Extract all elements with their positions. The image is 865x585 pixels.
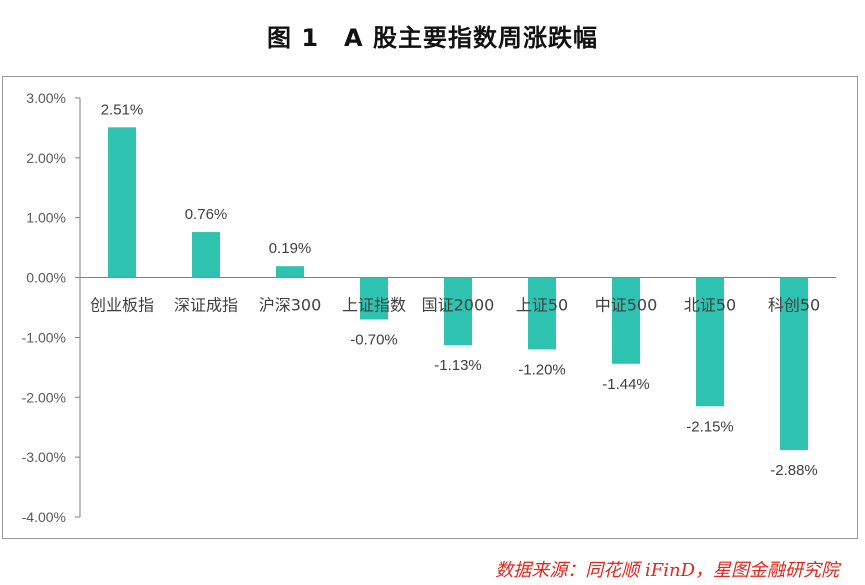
value-labels: 2.51% 0.76% 0.19% -0.70% -1.13% -1.20% -1.44% -…: [101, 101, 818, 479]
bar: [444, 277, 472, 346]
category-label: 上证指数: [342, 296, 406, 315]
bar: [528, 277, 556, 350]
bar: [612, 277, 640, 364]
y-tick-label: -3.00%: [22, 449, 66, 465]
bar: [276, 266, 304, 278]
data-label: -1.20%: [518, 361, 566, 378]
category-label: 创业板指: [90, 296, 154, 315]
data-label: -0.70%: [350, 331, 398, 348]
source-note: 数据来源：同花顺 iFinD，星图金融研究院: [495, 560, 839, 581]
bar: [696, 277, 724, 407]
category-label: 中证500: [595, 296, 658, 315]
category-label: 沪深300: [259, 296, 322, 315]
y-axis-ticks: 3.00% 2.00% 1.00% 0.00% -1.00% -2.00% -3.00% -4…: [22, 90, 80, 525]
y-tick-label: 1.00%: [26, 210, 66, 226]
data-label: -1.44%: [602, 376, 650, 393]
y-tick-label: -4.00%: [22, 509, 66, 525]
data-label: -2.88%: [770, 462, 818, 479]
y-tick-label: 3.00%: [26, 90, 66, 106]
y-tick-label: -2.00%: [22, 389, 66, 405]
data-label: 0.19%: [269, 240, 312, 257]
category-label: 科创50: [768, 296, 820, 315]
category-label: 上证50: [516, 296, 568, 315]
category-label: 国证2000: [422, 296, 495, 315]
data-label: -2.15%: [686, 418, 734, 435]
chart-title: 图 1 A 股主要指数周涨跌幅: [267, 24, 598, 52]
y-tick-label: 0.00%: [26, 270, 66, 286]
bar: [780, 277, 808, 450]
category-label: 北证50: [684, 296, 736, 315]
bar: [192, 232, 220, 278]
data-label: 2.51%: [101, 101, 144, 118]
category-label: 深证成指: [174, 296, 238, 315]
bar: [360, 277, 388, 320]
y-tick-label: -1.00%: [22, 329, 66, 345]
bars: [108, 127, 808, 450]
category-labels: 创业板指 深证成指 沪深300 上证指数 国证2000 上证50 中证500 北证50 科创50: [90, 296, 820, 315]
data-label: 0.76%: [185, 206, 228, 223]
bar: [108, 127, 136, 278]
data-label: -1.13%: [434, 357, 482, 374]
y-tick-label: 2.00%: [26, 150, 66, 166]
